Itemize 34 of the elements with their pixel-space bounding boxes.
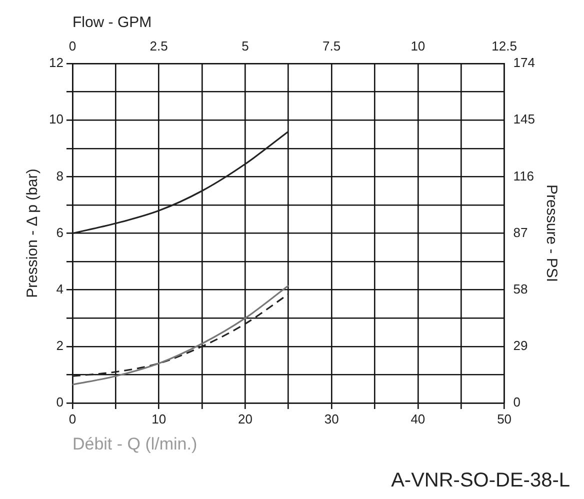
y-tick-label: 0 bbox=[56, 394, 64, 410]
x-tick-label: 40 bbox=[410, 411, 426, 426]
x2-axis-title: Flow - GPM bbox=[72, 14, 152, 32]
x2-tick-label: 10 bbox=[410, 38, 426, 54]
y-tick-label: 6 bbox=[56, 224, 64, 240]
line-series bbox=[72, 130, 290, 234]
y-tick-label: 8 bbox=[56, 168, 64, 184]
y2-tick-label: 0 bbox=[513, 394, 521, 410]
y2-tick-label: 116 bbox=[513, 168, 534, 184]
y2-tick-label: 174 bbox=[513, 55, 536, 70]
x2-tick-label: 0 bbox=[68, 38, 76, 54]
y-axis-title: Pression - Δ p (bar) bbox=[24, 168, 42, 298]
x-tick-label: 0 bbox=[68, 411, 76, 426]
y2-axis-title: Pressure - PSI bbox=[542, 184, 560, 282]
x-tick-label: 10 bbox=[152, 411, 166, 426]
x-axis-title: Débit - Q (l/min.) bbox=[72, 434, 198, 454]
y2-tick-label: 145 bbox=[513, 112, 536, 127]
y2-tick-label: 29 bbox=[513, 338, 528, 354]
x2-tick-label: 2.5 bbox=[150, 38, 168, 54]
y-tick-label: 10 bbox=[48, 112, 64, 127]
y-tick-label: 12 bbox=[48, 55, 64, 70]
y-tick-label: 4 bbox=[56, 281, 64, 296]
x2-tick-label: 7.5 bbox=[322, 38, 341, 54]
x2-tick-label: 5 bbox=[242, 38, 249, 54]
text: A-VNR-SO-DE-38-L bbox=[391, 470, 570, 492]
y2-tick-label: 58 bbox=[513, 281, 528, 296]
x-tick-label: 20 bbox=[238, 411, 252, 426]
y2-tick-label: 87 bbox=[513, 224, 528, 240]
y-tick-label: 2 bbox=[56, 338, 64, 354]
line-series bbox=[72, 293, 290, 377]
x-tick-label: 30 bbox=[324, 411, 339, 426]
line-series bbox=[72, 284, 290, 386]
x2-tick-label: 12.5 bbox=[492, 38, 517, 54]
x-tick-label: 50 bbox=[497, 411, 512, 426]
